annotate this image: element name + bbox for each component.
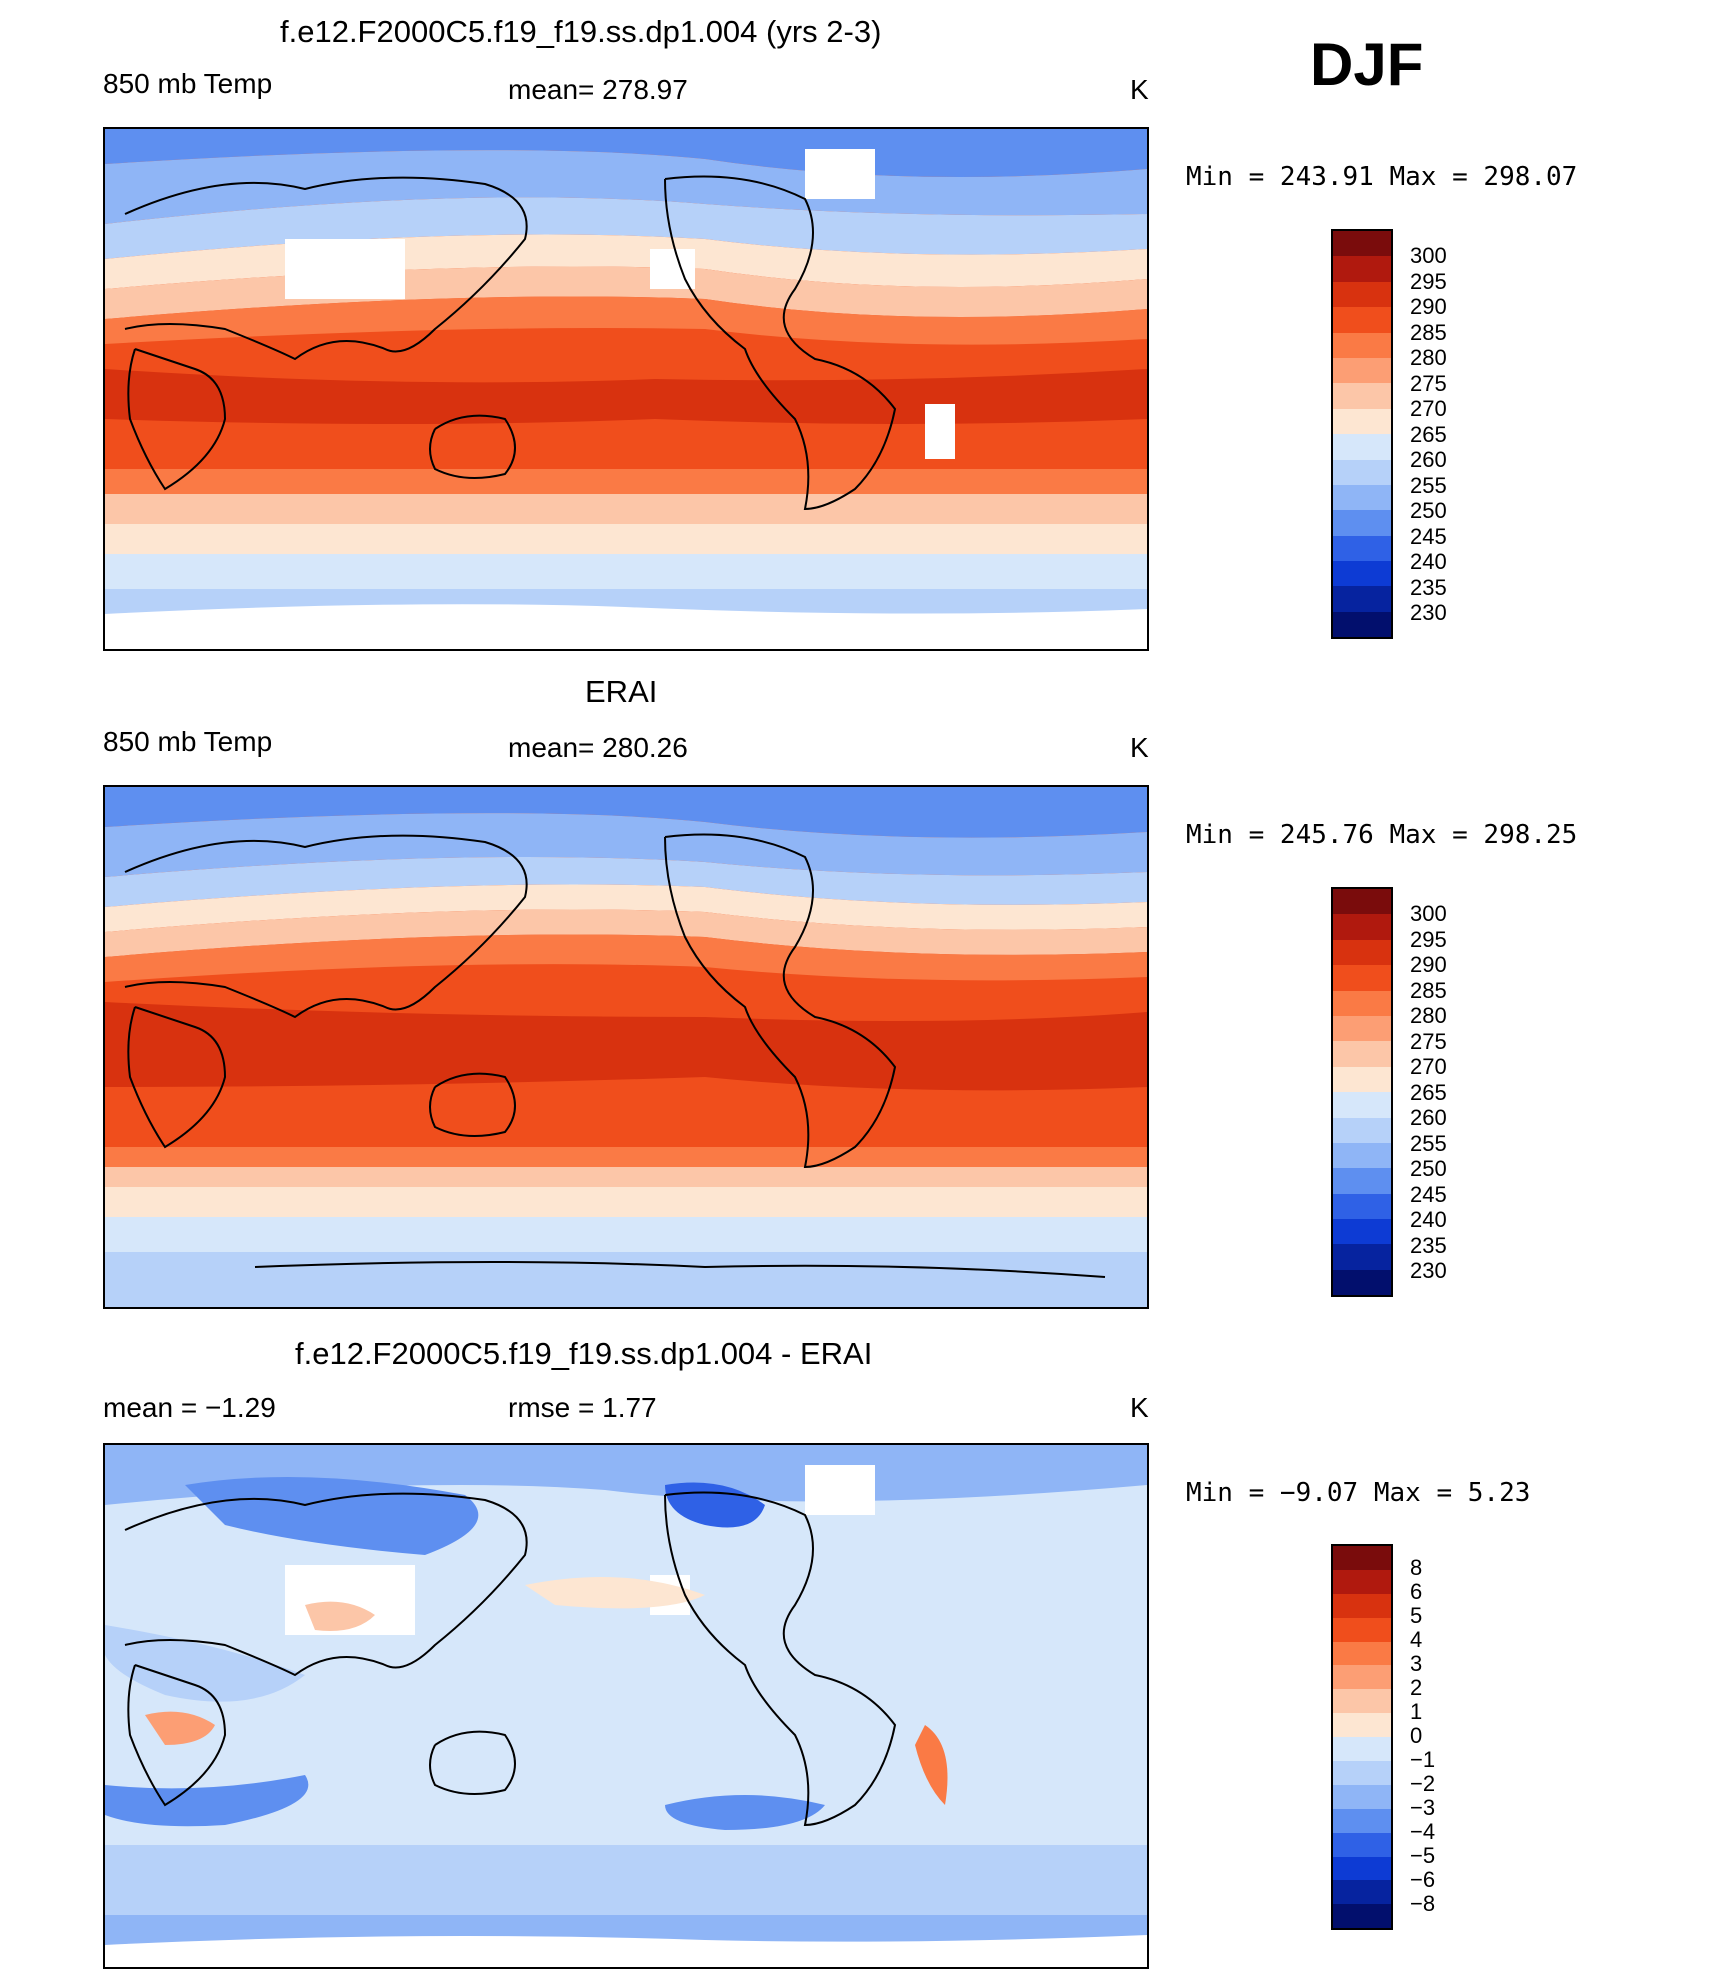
colorbar-tick: 4 bbox=[1410, 1627, 1423, 1652]
colorbar-tick: 260 bbox=[1410, 1105, 1447, 1130]
colorbar-tick: 245 bbox=[1410, 524, 1447, 549]
colorbar-tick: 255 bbox=[1410, 473, 1447, 498]
panel-model-colorbar bbox=[1331, 229, 1393, 640]
panel-obs-map bbox=[103, 785, 1149, 1309]
colorbar-tick: 240 bbox=[1410, 549, 1447, 574]
colorbar-tick: 275 bbox=[1410, 371, 1447, 396]
panel-obs-units: K bbox=[1130, 732, 1149, 763]
colorbar-tick: 5 bbox=[1410, 1603, 1423, 1628]
season-label: DJF bbox=[1310, 31, 1424, 98]
panel-obs-title: ERAI bbox=[585, 674, 658, 709]
colorbar-tick: −2 bbox=[1410, 1771, 1436, 1796]
colorbar-tick: 265 bbox=[1410, 422, 1447, 447]
colorbar-tick: 270 bbox=[1410, 396, 1447, 421]
panel-diff-mean-label: mean = −1.29 bbox=[103, 1392, 276, 1423]
colorbar-tick: 235 bbox=[1410, 1233, 1447, 1258]
panel-model-colorbar-ticks: 300 295 290 285 280 275 270 265 260 255 … bbox=[1410, 229, 1490, 639]
panel-diff-map bbox=[103, 1443, 1149, 1969]
colorbar-tick: −6 bbox=[1410, 1867, 1436, 1892]
panel-obs-mean-label: mean= 280.26 bbox=[508, 732, 688, 763]
colorbar-tick: 235 bbox=[1410, 575, 1447, 600]
colorbar-tick: 270 bbox=[1410, 1054, 1447, 1079]
colorbar-tick: −3 bbox=[1410, 1795, 1436, 1820]
panel-model-mean-label: mean= 278.97 bbox=[508, 74, 688, 105]
panel-diff-colorbar bbox=[1331, 1544, 1393, 1931]
colorbar-tick: 8 bbox=[1410, 1555, 1423, 1580]
colorbar-tick: 260 bbox=[1410, 447, 1447, 472]
colorbar-tick: 1 bbox=[1410, 1699, 1423, 1724]
colorbar-tick: 295 bbox=[1410, 927, 1447, 952]
panel-model-units: K bbox=[1130, 74, 1149, 105]
colorbar-tick: 230 bbox=[1410, 600, 1447, 625]
colorbar-tick: 3 bbox=[1410, 1651, 1423, 1676]
colorbar-tick: 265 bbox=[1410, 1080, 1447, 1105]
colorbar-tick: −4 bbox=[1410, 1819, 1436, 1844]
colorbar-tick: 290 bbox=[1410, 294, 1447, 319]
colorbar-tick: 295 bbox=[1410, 269, 1447, 294]
colorbar-tick: −8 bbox=[1410, 1891, 1436, 1916]
colorbar-tick: 250 bbox=[1410, 498, 1447, 523]
panel-model-minmax: Min = 243.91 Max = 298.07 bbox=[1186, 162, 1578, 192]
colorbar-tick: 300 bbox=[1410, 243, 1447, 268]
colorbar-tick: 255 bbox=[1410, 1131, 1447, 1156]
colorbar-tick: −1 bbox=[1410, 1747, 1436, 1772]
panel-diff-colorbar-ticks: 8 6 5 4 3 2 1 0 −1 −2 −3 −4 −5 −6 −8 bbox=[1410, 1544, 1490, 1944]
panel-obs-colorbar-ticks: 300 295 290 285 280 275 270 265 260 255 … bbox=[1410, 887, 1490, 1297]
colorbar-tick: −5 bbox=[1410, 1843, 1436, 1868]
colorbar-tick: 280 bbox=[1410, 1003, 1447, 1028]
panel-model-title: f.e12.F2000C5.f19_f19.ss.dp1.004 (yrs 2-… bbox=[280, 14, 882, 49]
panel-diff-minmax: Min = −9.07 Max = 5.23 bbox=[1186, 1478, 1531, 1508]
panel-diff-title: f.e12.F2000C5.f19_f19.ss.dp1.004 - ERAI bbox=[295, 1336, 873, 1371]
panel-diff-rmse-label: rmse = 1.77 bbox=[508, 1392, 657, 1423]
colorbar-tick: 300 bbox=[1410, 901, 1447, 926]
panel-obs-minmax: Min = 245.76 Max = 298.25 bbox=[1186, 820, 1578, 850]
colorbar-tick: 240 bbox=[1410, 1207, 1447, 1232]
panel-obs-colorbar bbox=[1331, 887, 1393, 1298]
panel-model-variable-label: 850 mb Temp bbox=[103, 68, 273, 99]
colorbar-tick: 245 bbox=[1410, 1182, 1447, 1207]
colorbar-tick: 275 bbox=[1410, 1029, 1447, 1054]
colorbar-tick: 290 bbox=[1410, 952, 1447, 977]
colorbar-tick: 0 bbox=[1410, 1723, 1423, 1748]
panel-model-map bbox=[103, 127, 1149, 651]
colorbar-tick: 230 bbox=[1410, 1258, 1447, 1283]
colorbar-tick: 285 bbox=[1410, 978, 1447, 1003]
panel-diff-units: K bbox=[1130, 1392, 1149, 1423]
colorbar-tick: 2 bbox=[1410, 1675, 1423, 1700]
colorbar-tick: 6 bbox=[1410, 1579, 1423, 1604]
colorbar-tick: 285 bbox=[1410, 320, 1447, 345]
colorbar-tick: 250 bbox=[1410, 1156, 1447, 1181]
colorbar-tick: 280 bbox=[1410, 345, 1447, 370]
panel-obs-variable-label: 850 mb Temp bbox=[103, 726, 273, 757]
